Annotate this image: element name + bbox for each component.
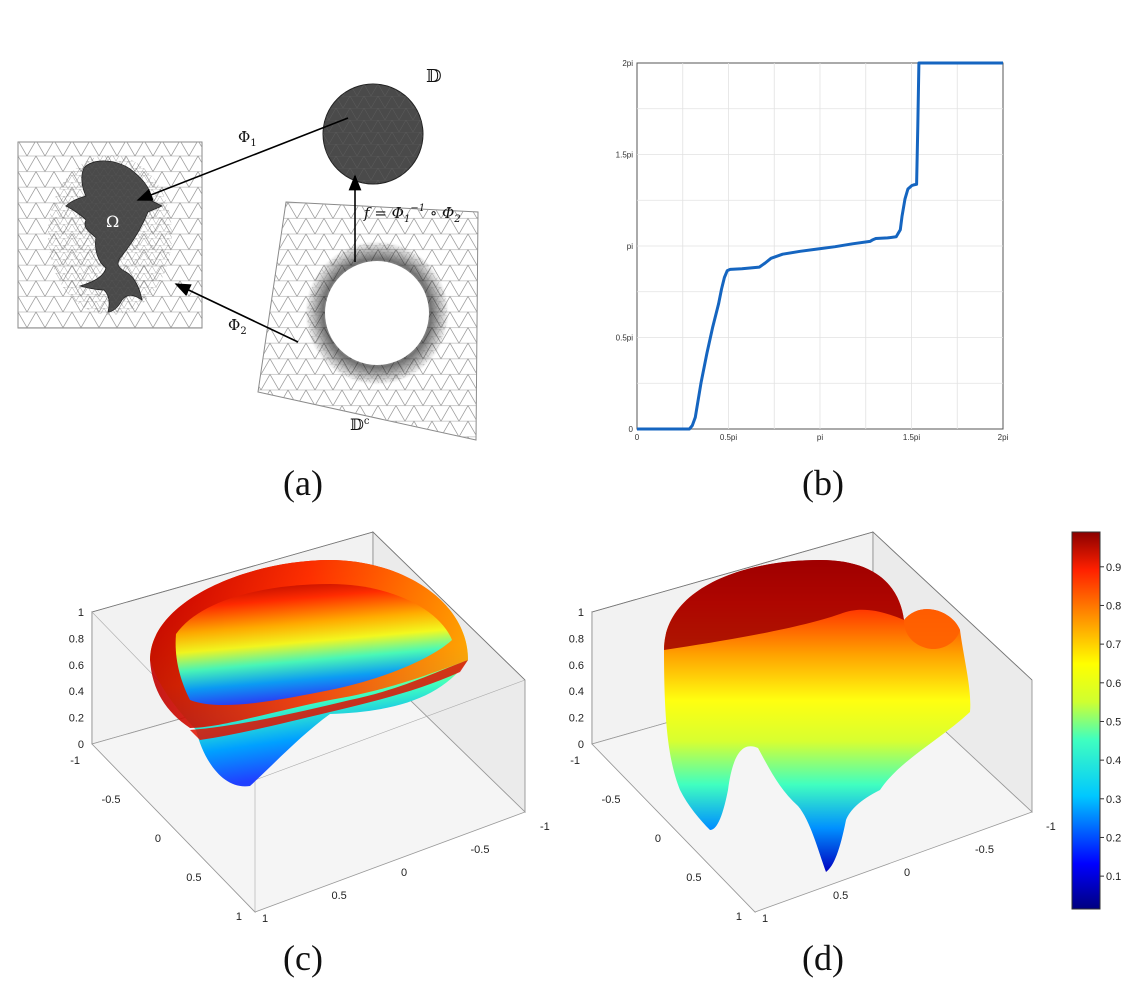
z-tick-label: 0.6 xyxy=(569,660,584,672)
panel-a-label: (a) xyxy=(283,463,323,503)
colorbar-tick-label: 0.6 xyxy=(1106,678,1121,690)
colorbar xyxy=(1071,531,1101,910)
y-tick-label: -1 xyxy=(540,821,550,833)
z-tick-label: 0.6 xyxy=(69,660,84,672)
y-tick-label: 0.5 xyxy=(332,890,347,902)
x-tick-label: 0 xyxy=(155,833,161,845)
colorbar-tick-label: 0.7 xyxy=(1106,639,1121,651)
panel-d-surface xyxy=(664,560,971,872)
y-tick-label: -0.5 xyxy=(975,844,994,856)
panel-c-tick-labels: 0 0.2 0.4 0.6 0.8 1 -1 -0.5 0 0.5 1 1 0.5 0 -0.5 -1 xyxy=(69,607,550,925)
panel-b-ticks: 0 0.5pi pi 1.5pi 2pi 0 0.5pi pi 1.5pi 2pi xyxy=(616,59,1009,442)
colorbar-tick-label: 0.1 xyxy=(1106,871,1121,883)
phi2-arrow xyxy=(174,283,299,343)
z-tick-label: 0.4 xyxy=(569,686,584,698)
z-tick-label: 0 xyxy=(578,739,584,751)
disk-label: 𝔻 xyxy=(426,66,442,87)
disk-complement-mesh xyxy=(257,201,479,441)
y-tick-label: 0.5pi xyxy=(616,334,634,343)
x-tick-label: 0 xyxy=(655,833,661,845)
y-tick-label: pi xyxy=(627,242,633,251)
z-tick-label: 0 xyxy=(78,739,84,751)
y-tick-label: 1 xyxy=(762,913,768,925)
x-tick-label: 0.5pi xyxy=(720,433,738,442)
z-tick-label: 1 xyxy=(78,607,84,619)
colorbar-tick-labels: 0.1 0.2 0.3 0.4 0.5 0.6 0.7 0.8 0.9 xyxy=(1100,562,1121,883)
y-tick-label: 0.5 xyxy=(833,890,848,902)
panel-b-grid xyxy=(637,63,1003,429)
unit-disk-mesh xyxy=(322,83,424,185)
x-tick-label: 0.5 xyxy=(186,872,201,884)
x-tick-label: -1 xyxy=(570,755,580,767)
colorbar-tick-label: 0.4 xyxy=(1106,755,1121,767)
x-tick-label: 1.5pi xyxy=(903,433,921,442)
x-tick-label: -0.5 xyxy=(602,794,621,806)
z-tick-label: 0.8 xyxy=(569,633,584,645)
x-tick-label: -1 xyxy=(70,755,80,767)
x-tick-label: 0 xyxy=(635,433,640,442)
panel-d-label: (d) xyxy=(802,938,844,978)
omega-label: Ω xyxy=(106,212,119,231)
panel-c-surface xyxy=(150,560,468,787)
z-tick-label: 0.2 xyxy=(569,713,584,725)
z-tick-label: 1 xyxy=(578,607,584,619)
colorbar-tick-label: 0.8 xyxy=(1106,600,1121,612)
panel-c-label: (c) xyxy=(283,938,323,978)
colorbar-tick-label: 0.3 xyxy=(1106,794,1121,806)
colorbar-tick-label: 0.2 xyxy=(1106,832,1121,844)
panel-b-label: (b) xyxy=(802,463,844,503)
panel-b-series-line xyxy=(637,61,1003,431)
y-tick-label: 0 xyxy=(401,867,407,879)
x-tick-label: pi xyxy=(817,433,823,442)
y-tick-label: 0 xyxy=(904,867,910,879)
y-tick-label: -1 xyxy=(1046,821,1056,833)
y-tick-label: -0.5 xyxy=(471,844,490,856)
y-tick-label: 1.5pi xyxy=(616,151,634,160)
f-formula-label: f = Φ1−1 ∘ Φ2 xyxy=(363,203,461,225)
colorbar-tick-label: 0.5 xyxy=(1106,716,1121,728)
phi1-arrow xyxy=(136,117,349,201)
x-tick-label: 0.5 xyxy=(686,872,701,884)
x-tick-label: 1 xyxy=(736,911,742,923)
x-tick-label: 2pi xyxy=(998,433,1009,442)
disk-complement-label: 𝔻c xyxy=(350,415,370,434)
z-tick-label: 0.8 xyxy=(69,633,84,645)
z-tick-label: 0.2 xyxy=(69,713,84,725)
y-tick-label: 0 xyxy=(629,425,634,434)
phi2-label: Φ2 xyxy=(228,316,247,337)
x-tick-label: -0.5 xyxy=(102,794,121,806)
y-tick-label: 1 xyxy=(262,913,268,925)
phi1-label: Φ1 xyxy=(238,128,257,149)
y-tick-label: 2pi xyxy=(622,59,633,68)
z-tick-label: 0.4 xyxy=(69,686,84,698)
panel-d-tick-labels: 0 0.2 0.4 0.6 0.8 1 -1 -0.5 0 0.5 1 1 0.5 0 -0.5 -1 xyxy=(569,607,1056,925)
x-tick-label: 1 xyxy=(236,911,242,923)
colorbar-tick-label: 0.9 xyxy=(1106,562,1121,574)
